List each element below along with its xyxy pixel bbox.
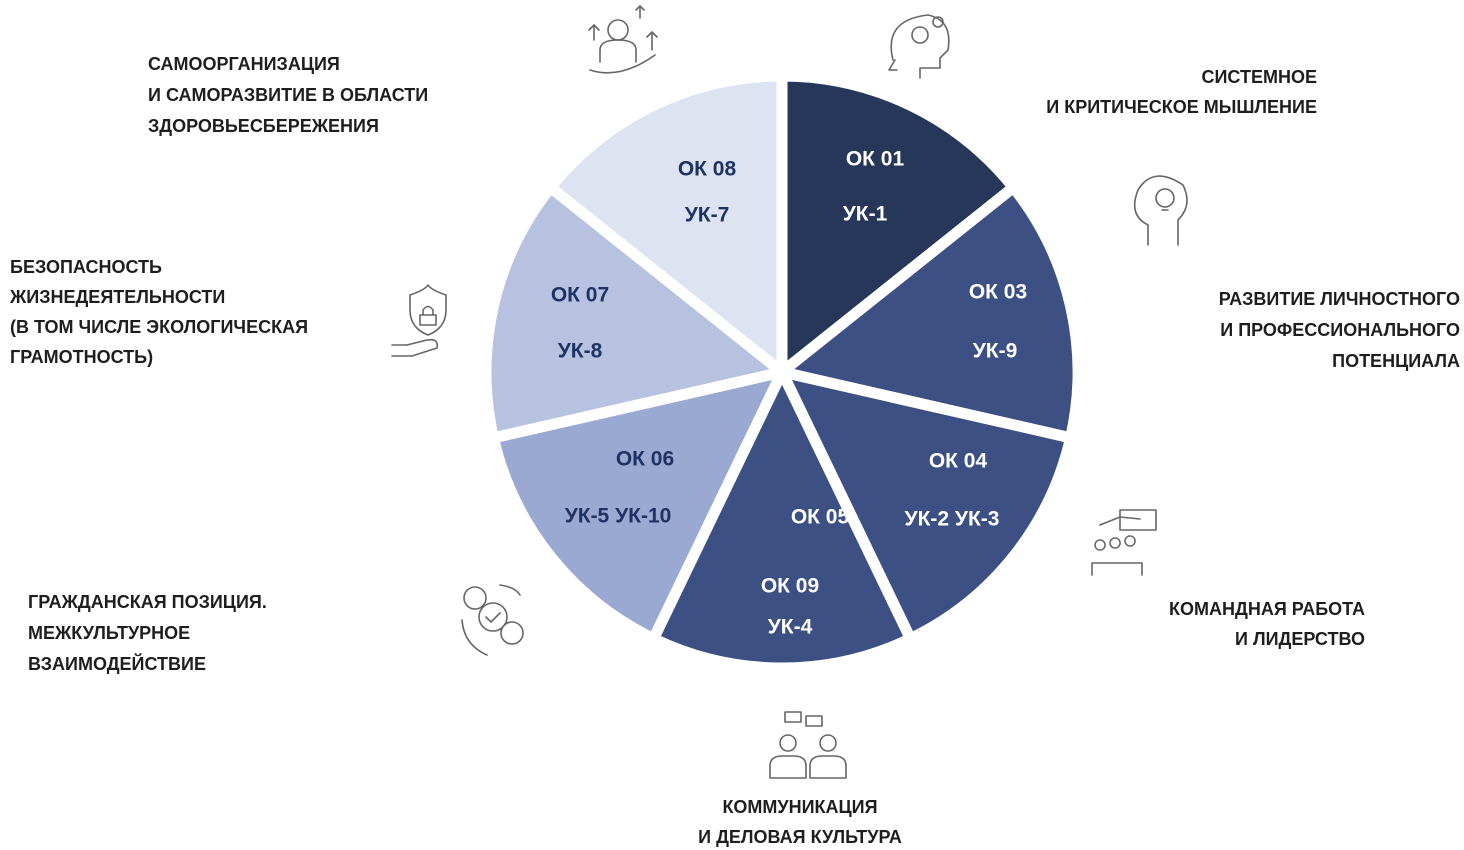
- icon-team: [1091, 509, 1157, 576]
- segment-code: ОК 07: [551, 284, 609, 307]
- segment-label: И ДЕЛОВАЯ КУЛЬТУРА: [698, 827, 902, 847]
- segment-label: ГРАМОТНОСТЬ): [10, 347, 153, 367]
- segment-code: УК-8: [558, 340, 603, 363]
- segment-code: УК-4: [768, 616, 813, 639]
- segment-code: ОК 01: [846, 148, 905, 171]
- segment: [776, 366, 1077, 645]
- segment-label: САМООРГАНИЗАЦИЯ: [148, 54, 340, 74]
- icons: [391, 5, 1188, 779]
- segment: [648, 366, 916, 674]
- segment-label: И ПРОФЕССИОНАЛЬНОГО: [1220, 320, 1460, 340]
- segment-code: УК-1: [843, 203, 888, 226]
- segment-code: ОК 08: [678, 158, 737, 181]
- segment-label: ПОТЕНЦИАЛА: [1332, 351, 1460, 371]
- icon-communication: [769, 711, 847, 779]
- segment-label: И КРИТИЧЕСКОЕ МЫШЛЕНИЕ: [1046, 97, 1317, 117]
- segment-label: И САМОРАЗВИТИЕ В ОБЛАСТИ: [148, 85, 428, 105]
- segment-code: УК-5 УК-10: [565, 505, 672, 528]
- segment-label: (В ТОМ ЧИСЛЕ ЭКОЛОГИЧЕСКАЯ: [10, 317, 308, 337]
- segment: [480, 181, 788, 444]
- segment-label: ГРАЖДАНСКАЯ ПОЗИЦИЯ.: [28, 592, 267, 612]
- segment-label: И ЛИДЕРСТВО: [1235, 629, 1365, 649]
- segment-label: СИСТЕМНОЕ: [1202, 67, 1318, 87]
- segment-label: КОМАНДНАЯ РАБОТА: [1169, 599, 1365, 619]
- segment-code: ОК 05: [791, 506, 850, 529]
- segment-code: УК-9: [973, 340, 1018, 363]
- segment: [776, 181, 1084, 444]
- icon-safety: [391, 284, 447, 357]
- segment-code: ОК 03: [969, 281, 1027, 304]
- icon-head-bulb: [1133, 175, 1188, 246]
- segment-code: ОК 06: [616, 448, 674, 471]
- segment-label: ЖИЗНЕДЕЯТЕЛЬНОСТИ: [9, 287, 225, 307]
- icon-head-gears: [888, 14, 950, 79]
- icon-interaction: [461, 584, 524, 656]
- segment-label: МЕЖКУЛЬТУРНОЕ: [28, 623, 190, 643]
- segment-label: КОММУНИКАЦИЯ: [722, 797, 877, 817]
- segment-label: РАЗВИТИЕ ЛИЧНОСТНОГО: [1219, 289, 1460, 309]
- segment-code: ОК 09: [761, 575, 819, 598]
- segment: [545, 70, 788, 378]
- segment-code: ОК 04: [929, 450, 988, 473]
- segment-code: УК-7: [685, 204, 730, 227]
- segment-label: ВЗАИМОДЕЙСТВИЕ: [28, 653, 206, 674]
- segment: [776, 70, 1019, 378]
- segment: [487, 366, 788, 645]
- icon-self-development: [588, 5, 658, 74]
- segment-code: УК-2 УК-3: [905, 508, 1000, 531]
- segment-label: БЕЗОПАСНОСТЬ: [10, 257, 162, 277]
- segment-label: ЗДОРОВЬЕСБЕРЕЖЕНИЯ: [148, 116, 379, 136]
